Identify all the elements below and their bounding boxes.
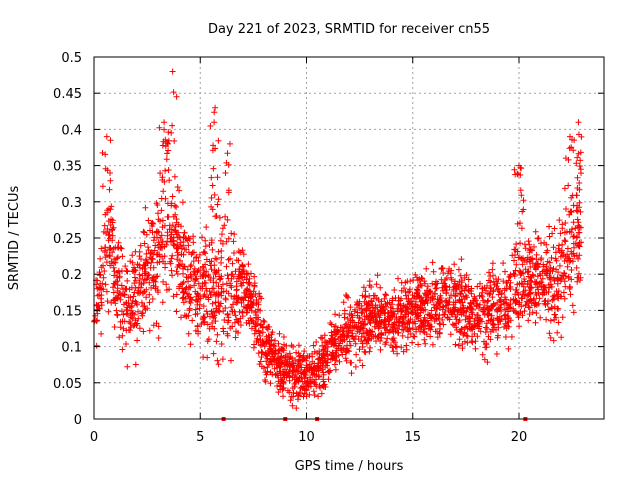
y-tick-label: 0.15 bbox=[53, 304, 82, 319]
y-tick-label: 0.25 bbox=[53, 232, 82, 247]
x-tick-label: 15 bbox=[404, 430, 421, 445]
y-tick-label: 0.1 bbox=[61, 341, 82, 356]
y-tick-label: 0.3 bbox=[61, 196, 82, 211]
y-tick-label: 0.45 bbox=[53, 87, 82, 102]
x-axis-label: GPS time / hours bbox=[295, 459, 404, 474]
y-axis-ticks: 0 0.05 0.1 0.15 0.2 0.25 0.3 0.35 0.4 0.45 0.5 bbox=[53, 51, 604, 428]
y-tick-label: 0.4 bbox=[61, 123, 82, 138]
y-axis-label: SRMTID / TECUs bbox=[7, 186, 22, 291]
y-tick-label: 0.35 bbox=[53, 160, 82, 175]
x-tick-label: 5 bbox=[196, 430, 204, 445]
x-axis-ticks: 0 5 10 15 20 bbox=[90, 57, 527, 445]
y-tick-label: 0.2 bbox=[61, 268, 82, 283]
x-tick-label: 0 bbox=[90, 430, 98, 445]
x-tick-label: 10 bbox=[298, 430, 315, 445]
y-tick-label: 0 bbox=[74, 413, 82, 428]
y-tick-label: 0.05 bbox=[53, 377, 82, 392]
y-tick-label: 0.5 bbox=[61, 51, 82, 66]
scatter-markers bbox=[91, 68, 585, 412]
x-tick-label: 20 bbox=[511, 430, 528, 445]
chart-title: Day 221 of 2023, SRMTID for receiver cn5… bbox=[208, 22, 490, 37]
data-points bbox=[91, 68, 585, 412]
